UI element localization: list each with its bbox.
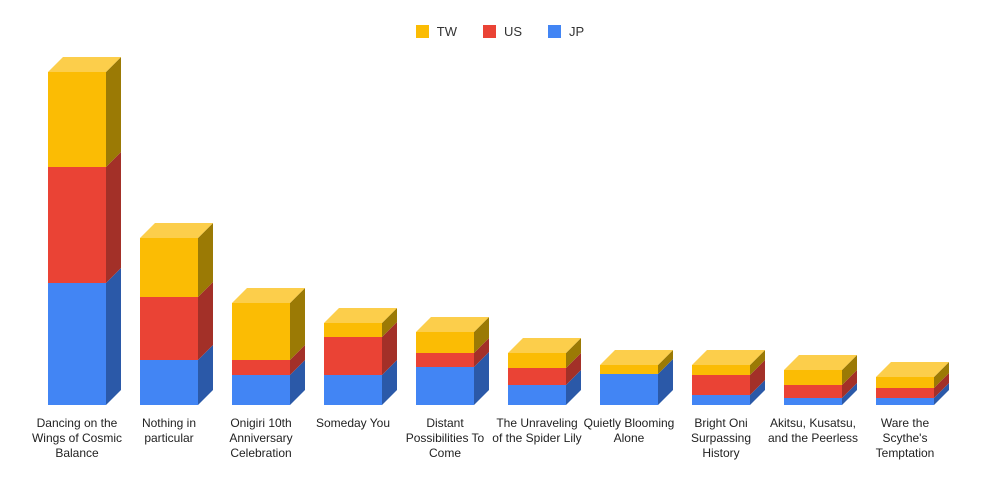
bar-segment-side-jp[interactable] [658,359,673,405]
bar-segment-side-us[interactable] [842,370,857,398]
bar-segment-side-jp[interactable] [566,370,581,405]
bar-segment-side-us[interactable] [750,360,765,395]
bar-segment-front-jp[interactable] [416,367,474,405]
bar-group-4[interactable] [324,308,397,405]
bar-group-6[interactable] [508,338,581,405]
bar-segment-side-us[interactable] [106,152,121,283]
bar-segment-top-tw[interactable] [508,338,581,353]
bar-segment-top-tw[interactable] [692,350,765,365]
bar-segment-front-tw[interactable] [416,332,474,353]
bar-segment-side-jp[interactable] [474,352,489,405]
bar-segment-front-us[interactable] [48,167,106,283]
bar-group-2[interactable] [140,223,213,405]
bar-segment-side-tw[interactable] [750,350,765,375]
bar-segment-front-jp[interactable] [784,398,842,405]
bar-segment-front-us[interactable] [508,368,566,385]
bar-segment-front-tw[interactable] [876,377,934,388]
bar-segment-front-tw[interactable] [508,353,566,368]
bar-segment-front-tw[interactable] [140,238,198,297]
bar-segment-front-us[interactable] [416,353,474,367]
bar-segment-side-tw[interactable] [382,308,397,337]
bar-segment-front-jp[interactable] [324,375,382,405]
bar-segment-top-tw[interactable] [784,355,857,370]
bar-segment-front-us[interactable] [876,388,934,398]
bar-segment-top-tw[interactable] [416,317,489,332]
bar-segment-side-us[interactable] [474,338,489,367]
bar-segment-top-tw[interactable] [876,362,949,377]
bar-segment-front-us[interactable] [692,375,750,395]
bar-segment-front-jp[interactable] [508,385,566,405]
bar-group-3[interactable] [232,288,305,405]
bar-segment-side-us[interactable] [198,282,213,360]
bar-segment-side-tw[interactable] [566,338,581,368]
bar-segment-side-jp[interactable] [842,383,857,405]
bar-segment-front-us[interactable] [784,385,842,398]
bar-segment-top-tw[interactable] [600,350,673,365]
bar-segment-side-tw[interactable] [290,288,305,360]
bar-segment-front-jp[interactable] [692,395,750,405]
bar-group-5[interactable] [416,317,489,405]
bar-group-8[interactable] [692,350,765,405]
bar-segment-front-jp[interactable] [140,360,198,405]
bar-segment-side-tw[interactable] [842,355,857,385]
bar-group-10[interactable] [876,362,949,405]
bar-segment-side-tw[interactable] [934,362,949,388]
bar-segment-side-tw[interactable] [106,57,121,167]
bar-segment-side-us[interactable] [382,322,397,375]
bar-segment-front-tw[interactable] [324,323,382,337]
bar-segment-side-tw[interactable] [474,317,489,353]
bar-segment-front-jp[interactable] [876,398,934,405]
bar-segment-top-tw[interactable] [140,223,213,238]
bar-segment-top-tw[interactable] [48,57,121,72]
bar-segment-front-tw[interactable] [784,370,842,385]
bar-segment-front-tw[interactable] [232,303,290,360]
bar-group-1[interactable] [48,57,121,405]
bar-group-9[interactable] [784,355,857,405]
bar-segment-side-tw[interactable] [198,223,213,297]
bar-segment-side-jp[interactable] [750,380,765,405]
bar-segment-side-jp[interactable] [934,383,949,405]
bar-segment-side-jp[interactable] [198,345,213,405]
bar-segment-front-tw[interactable] [48,72,106,167]
bar-segment-side-us[interactable] [934,373,949,398]
bar-segment-side-us[interactable] [566,353,581,385]
bar-segment-front-jp[interactable] [600,374,658,405]
bar-segment-side-tw[interactable] [658,350,673,374]
bar-segment-front-jp[interactable] [232,375,290,405]
bar-segment-top-tw[interactable] [232,288,305,303]
bar-segment-front-us[interactable] [324,337,382,375]
bar-segment-front-tw[interactable] [600,365,658,374]
bar-segment-top-tw[interactable] [324,308,397,323]
bar-segment-front-us[interactable] [232,360,290,375]
bar-segment-side-us[interactable] [290,345,305,375]
bar-segment-side-jp[interactable] [106,268,121,405]
bar-segment-front-jp[interactable] [48,283,106,405]
bar-segment-front-tw[interactable] [692,365,750,375]
bar-segment-front-us[interactable] [140,297,198,360]
bar-group-7[interactable] [600,350,673,405]
